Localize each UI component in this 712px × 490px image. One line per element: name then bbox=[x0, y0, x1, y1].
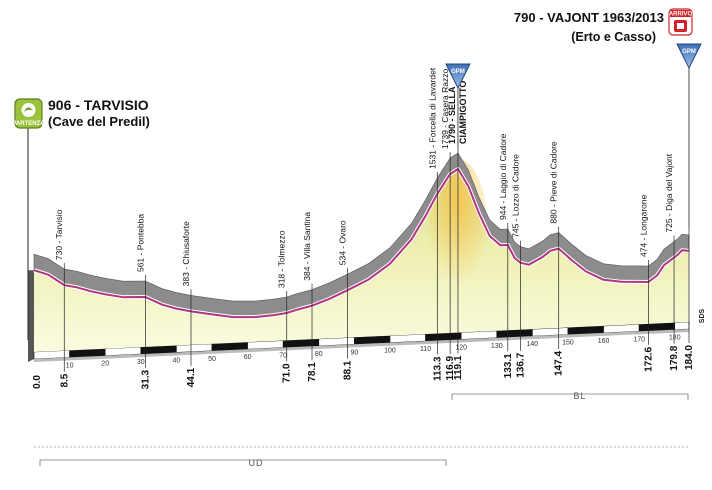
point-km-label: 147.4 bbox=[554, 351, 565, 376]
start-title: 906 - TARVISIO bbox=[48, 97, 149, 113]
profile-line bbox=[33, 167, 690, 320]
point-label: 725 - Diga del Vajont bbox=[664, 153, 674, 232]
point-km-label: 172.6 bbox=[643, 346, 654, 371]
road-skirt bbox=[34, 329, 689, 362]
road-segment bbox=[674, 321, 690, 330]
point-label-line2: CIAMPIGOTTO bbox=[458, 81, 468, 144]
point-label: 384 - Villa Santina bbox=[302, 212, 312, 281]
point-km-label: 31.3 bbox=[140, 369, 151, 389]
point-km-label: 8.5 bbox=[59, 373, 70, 387]
km-tick-label: 60 bbox=[244, 354, 252, 361]
start-marker: PARTENZA 906 - TARVISIO (Cave del Predil… bbox=[12, 97, 150, 340]
km-tick-label: 130 bbox=[491, 343, 503, 350]
km-tick-label: 110 bbox=[420, 346, 431, 353]
km-tick-label: 10 bbox=[66, 362, 74, 369]
point-km-label: 116.9 bbox=[445, 356, 456, 381]
km-tick-label: 160 bbox=[598, 338, 610, 345]
km-tick-label: 150 bbox=[562, 340, 574, 347]
km-tick-label: 50 bbox=[208, 356, 216, 363]
start-block bbox=[28, 270, 34, 362]
point-km-label: 136.7 bbox=[516, 352, 527, 377]
start-badge-text: PARTENZA bbox=[12, 121, 45, 127]
region-brackets: UD BL SDS bbox=[39, 308, 706, 468]
region-ud: UD bbox=[249, 458, 264, 468]
start-km-label: 0.0 bbox=[32, 375, 43, 389]
point-label: 1739 - Casera Razzo bbox=[440, 68, 450, 149]
point-km-label: 119.1 bbox=[453, 355, 464, 380]
gpm-label: GPM bbox=[682, 49, 696, 55]
start-badge-emblem bbox=[21, 103, 36, 117]
profile-fill bbox=[34, 169, 689, 352]
gpm-icon bbox=[676, 43, 702, 70]
gpm-markers: GPM GPM bbox=[445, 43, 702, 229]
sponsor-logo: SDS bbox=[699, 308, 706, 323]
km-tick-label: 170 bbox=[633, 336, 645, 343]
point-label: 944 - Laggio di Cadore bbox=[498, 133, 508, 220]
km-tick-label: 100 bbox=[384, 348, 396, 355]
region-bracket-bl bbox=[451, 393, 689, 400]
km-tick-label: 70 bbox=[279, 353, 287, 360]
start-subtitle: (Cave del Predil) bbox=[48, 114, 150, 129]
km-tick-label: 30 bbox=[137, 359, 145, 366]
point-km-label: 88.1 bbox=[343, 360, 354, 380]
point-label: 1790 - SELLA bbox=[447, 86, 457, 144]
region-bracket-ud bbox=[39, 459, 447, 466]
km-road-band bbox=[33, 321, 690, 362]
km-tick-label: 90 bbox=[350, 349, 358, 356]
point-km-label: 71.0 bbox=[282, 363, 293, 383]
point-label: 534 - Ovaro bbox=[338, 220, 348, 265]
profile-base bbox=[28, 270, 34, 362]
point-label: 880 - Pieve di Cadore bbox=[549, 141, 559, 223]
km-tick-label: 80 bbox=[315, 351, 323, 358]
km-tick-label: 140 bbox=[527, 341, 539, 348]
point-label: 318 - Tolmezzo bbox=[277, 230, 287, 288]
point-km-label: 184.0 bbox=[684, 345, 695, 370]
finish-marker: 790 - VAJONT 1963/2013 (Erto e Casso) AR… bbox=[514, 8, 693, 44]
km-tick-label: 120 bbox=[455, 344, 467, 351]
km-tick-label: 20 bbox=[101, 361, 109, 368]
point-km-label: 179.8 bbox=[669, 345, 680, 370]
point-km-label: 44.1 bbox=[186, 367, 197, 387]
point-label: 474 - Longarone bbox=[638, 194, 648, 257]
point-km-label: 78.1 bbox=[307, 362, 318, 382]
point-km-label: 133.1 bbox=[503, 353, 514, 378]
km-tick-label: 180 bbox=[669, 335, 681, 342]
gpm-icon bbox=[445, 63, 471, 90]
point-label: 561 - Pontebba bbox=[135, 214, 145, 272]
point-markers bbox=[63, 147, 690, 372]
gpm-label: GPM bbox=[451, 69, 465, 75]
finish-badge-text: ARRIVO bbox=[669, 12, 693, 18]
km-ticks: 10 20 30 40 50 60 70 80 90 100 110 120 130 140 150 160 1… bbox=[66, 335, 681, 370]
profile-area bbox=[34, 159, 689, 352]
point-label: 745 - Lozzo di Cadore bbox=[511, 154, 521, 238]
point-km-label: 113.3 bbox=[432, 356, 443, 381]
km-tick-label: 40 bbox=[172, 358, 180, 365]
profile-line-main bbox=[33, 168, 690, 319]
point-label: 730 - Tarvisio bbox=[54, 209, 64, 260]
point-label: 383 - Chiusaforte bbox=[181, 221, 191, 286]
point-labels: 730 - Tarvisio 561 - Pontebba 383 - Chiusa… bbox=[54, 67, 674, 288]
finish-title: 790 - VAJONT 1963/2013 bbox=[514, 10, 664, 25]
finish-subtitle: (Erto e Casso) bbox=[571, 30, 656, 44]
point-label: 1531 - Forcella di Lavardet bbox=[427, 67, 437, 169]
region-bl: BL bbox=[573, 391, 586, 401]
